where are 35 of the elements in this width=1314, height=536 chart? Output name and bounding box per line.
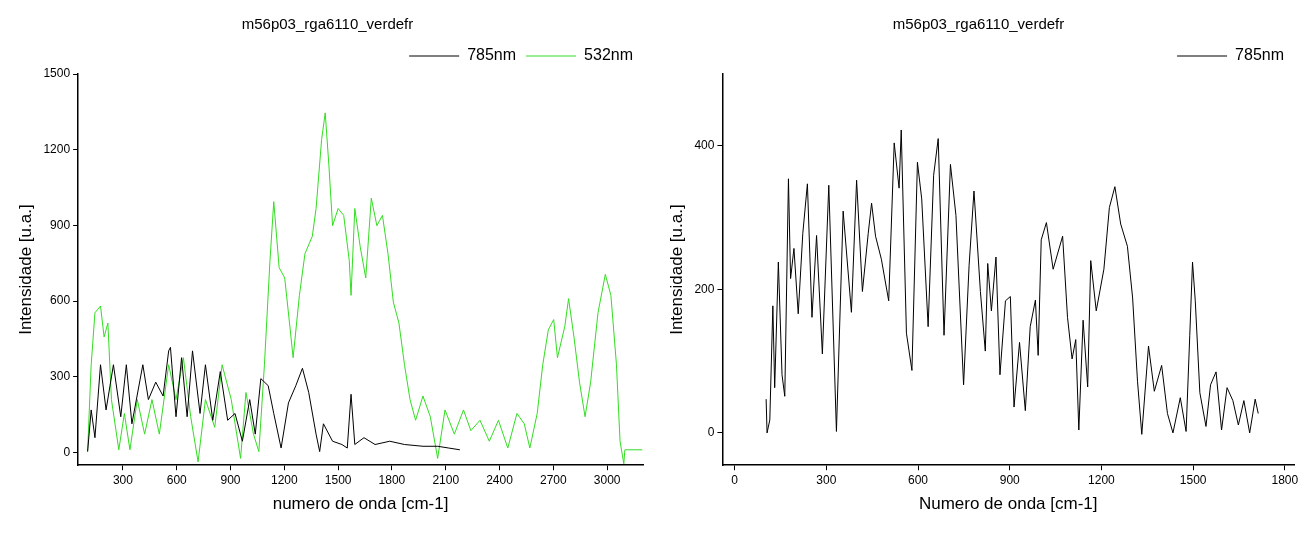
y-tick-label: 900 [50,217,71,232]
x-tick-label: 1500 [324,472,352,487]
x-tick-label: 300 [112,472,134,487]
x-tick-label: 0 [731,472,739,487]
y-tick-label: 400 [694,138,715,153]
chart-title: m56p03_rga6110_verdefr [241,15,414,33]
legend-label: 785nm [467,46,517,64]
y-tick-label: 300 [50,369,71,384]
y-tick-label: 1200 [43,142,71,157]
x-tick-label: 2700 [539,472,567,487]
y-tick-label: 600 [50,293,71,308]
x-tick-label: 1200 [270,472,298,487]
x-tick-label: 900 [999,472,1021,487]
x-tick-label: 2100 [432,472,460,487]
x-axis-title: numero de onda [cm-1] [272,494,449,514]
x-tick-label: 300 [816,472,837,487]
x-tick-label: 1500 [1179,472,1207,487]
x-tick-label: 1200 [1088,472,1116,487]
chart-title: m56p03_rga6110_verdefr [892,15,1065,33]
y-axis-title: Intensidade [u.a.] [666,204,686,335]
legend-label: 532nm [584,46,633,64]
x-tick-label: 3000 [593,472,621,487]
x-tick-label: 600 [166,472,188,487]
x-tick-label: 1800 [378,472,406,487]
x-tick-label: 900 [220,472,241,487]
x-tick-label: 2400 [486,472,514,487]
x-tick-label: 1800 [1271,472,1299,487]
y-axis-title: Intensidade [u.a.] [15,204,35,335]
legend-label: 785nm [1235,46,1284,64]
y-tick-label: 200 [694,281,715,296]
y-tick-label: 0 [707,425,715,440]
x-tick-label: 600 [908,472,929,487]
y-tick-label: 1500 [43,66,71,81]
y-tick-label: 0 [63,444,71,459]
x-axis-title: Numero de onda [cm-1] [918,494,1098,514]
